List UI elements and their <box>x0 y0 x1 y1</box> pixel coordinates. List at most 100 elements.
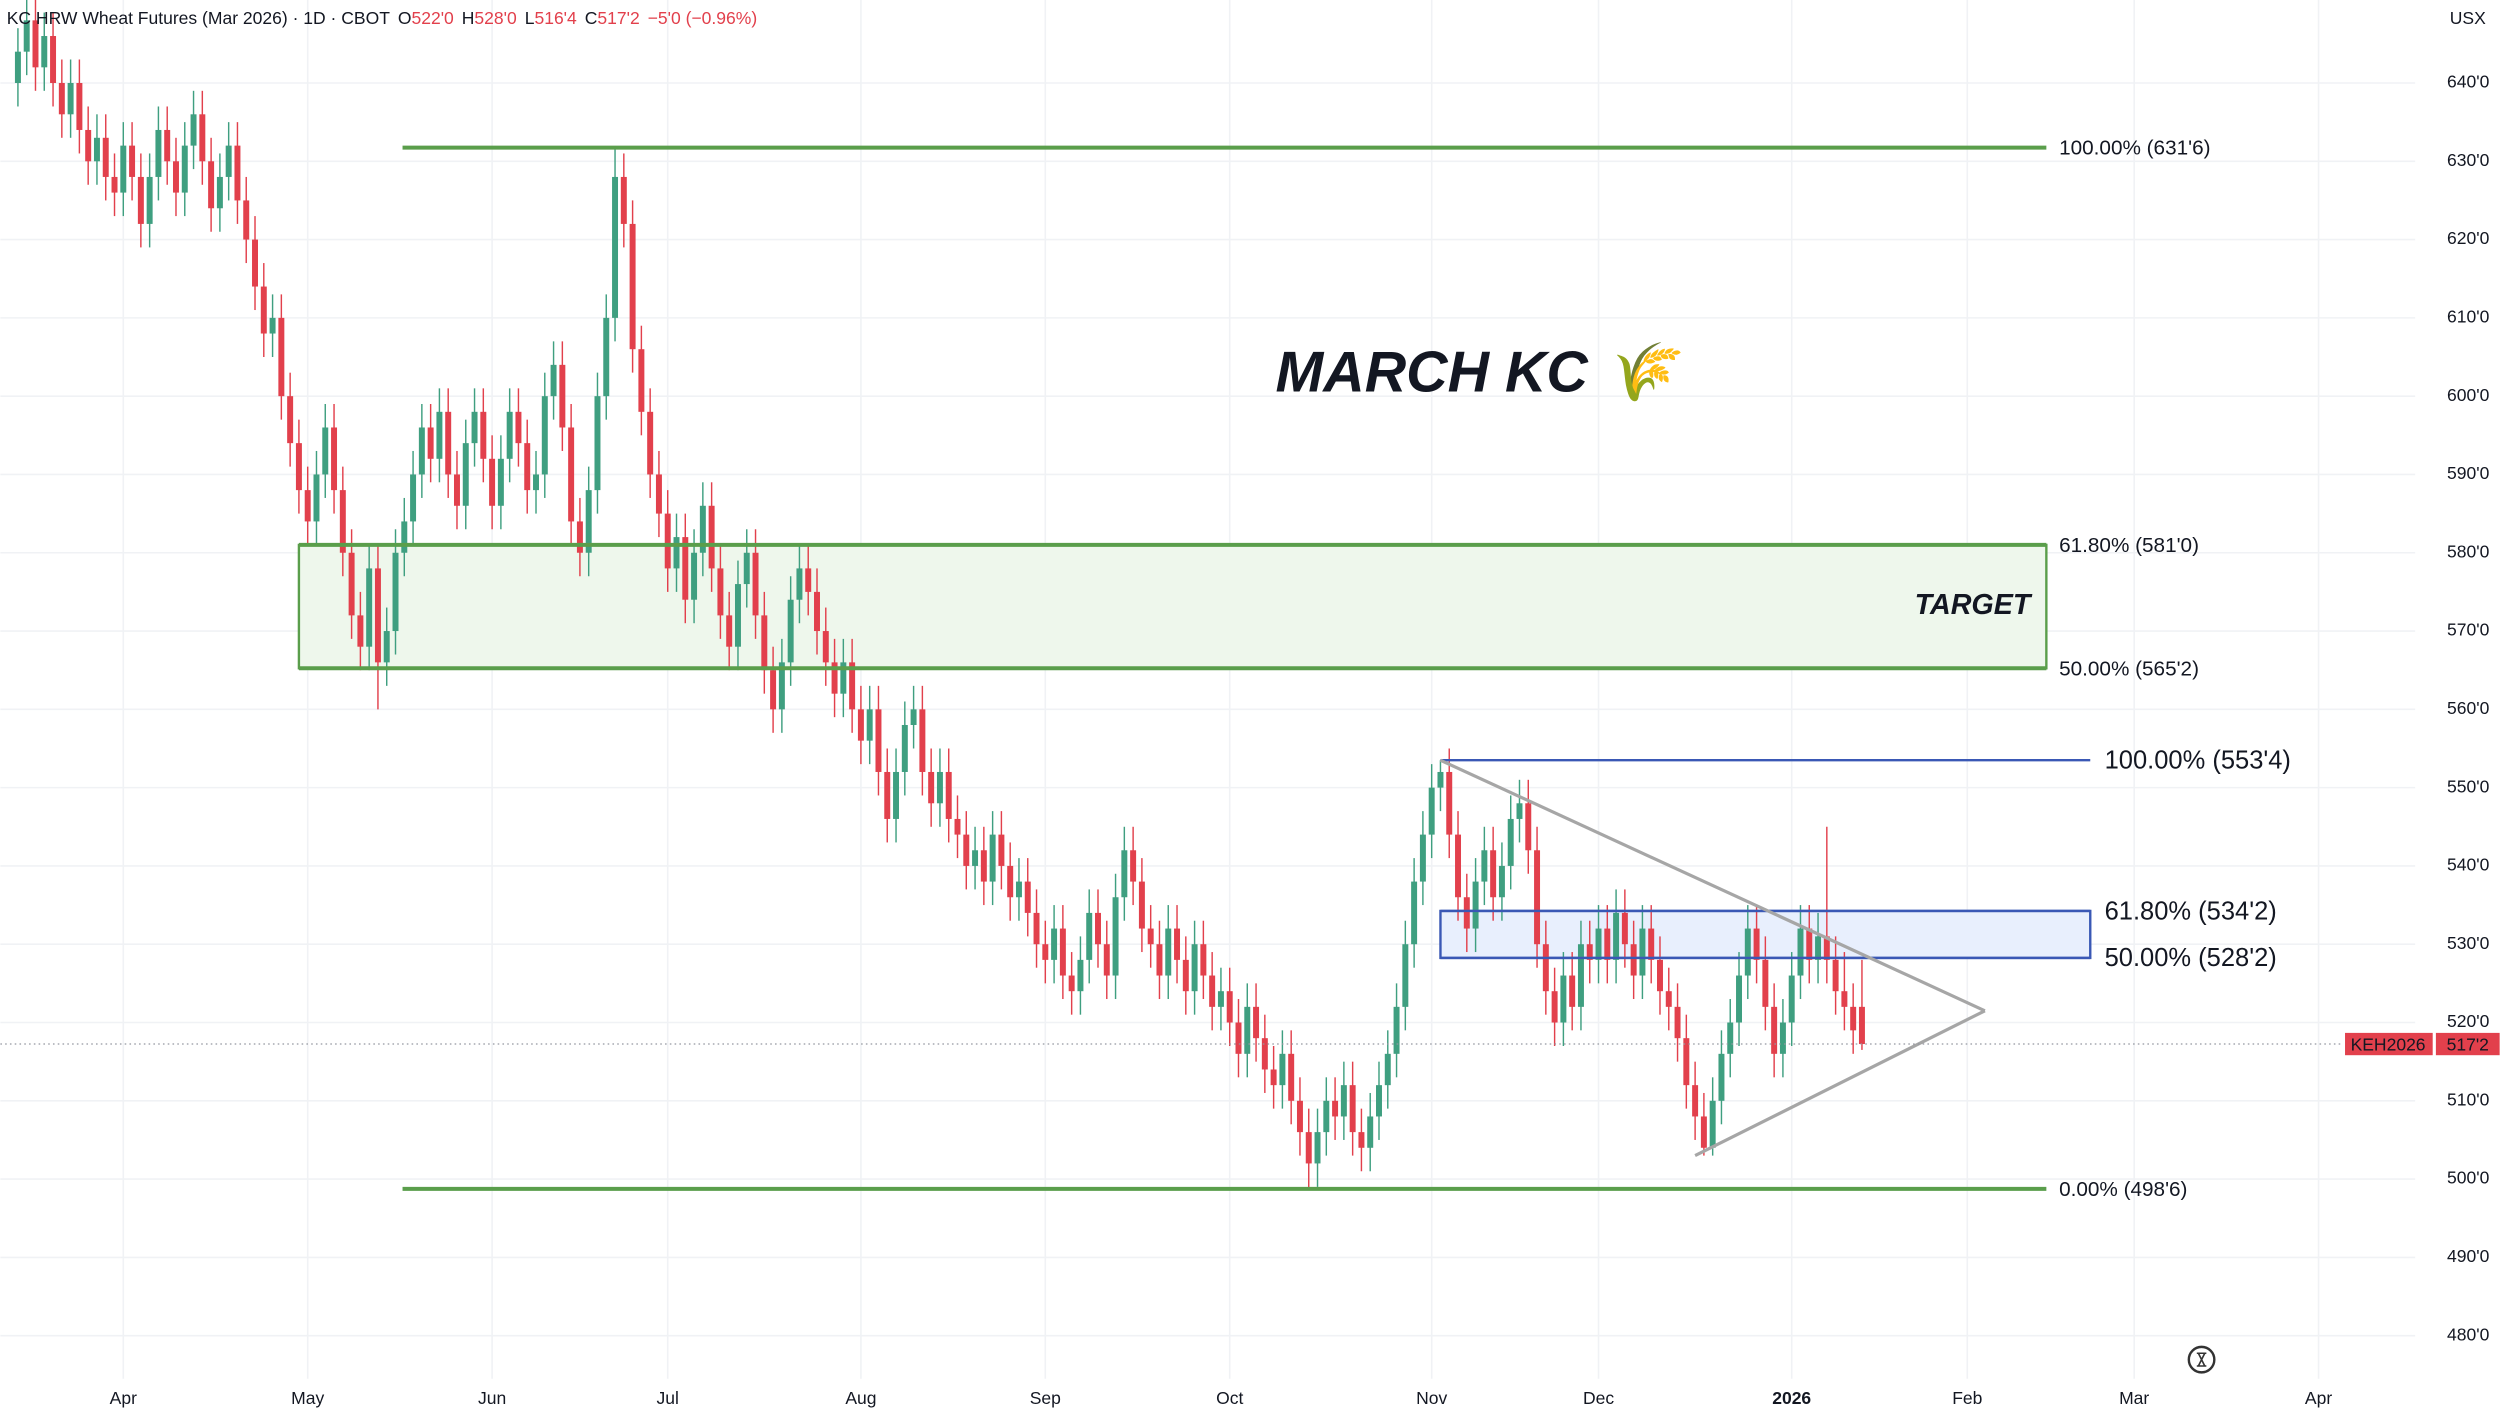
header-value: 517'2 <box>597 8 639 28</box>
candle-body <box>1244 1006 1251 1054</box>
candle-body <box>1463 897 1470 929</box>
y-tick-label: 620'0 <box>2447 228 2490 248</box>
candle-body <box>1534 850 1541 945</box>
candle-body <box>1815 936 1822 960</box>
candle-body <box>893 771 900 819</box>
candle-body <box>866 709 873 741</box>
clock-glyph <box>2196 1352 2207 1367</box>
candle-body <box>1340 1085 1347 1117</box>
candle-body <box>1858 1006 1865 1045</box>
candle-body <box>1209 975 1216 1007</box>
candle-body <box>945 771 952 819</box>
candle-body <box>155 129 162 177</box>
candle-body <box>594 396 601 491</box>
candle-body <box>269 317 276 334</box>
candle-body <box>480 411 487 459</box>
candle-body <box>1542 944 1549 992</box>
candle-body <box>612 176 619 318</box>
candle-body <box>234 145 241 201</box>
candle-body <box>32 20 39 68</box>
y-tick-label: 510'0 <box>2447 1089 2490 1109</box>
candle-body <box>1007 865 1014 898</box>
x-tick-label: Apr <box>110 1388 137 1408</box>
candle-body <box>1788 975 1795 1023</box>
candle-body <box>849 662 856 710</box>
y-tick-label: 500'0 <box>2447 1168 2490 1188</box>
candle-body <box>506 411 513 459</box>
candle-body <box>1165 928 1172 976</box>
x-tick-label: Apr <box>2305 1388 2332 1408</box>
candle-body <box>1332 1100 1339 1117</box>
candle-body <box>1841 991 1848 1007</box>
chart-title: MARCH KC 🌾 <box>1276 340 1685 404</box>
candle-body <box>787 599 794 663</box>
candle-body <box>1832 959 1839 992</box>
candle-body <box>260 286 267 334</box>
candle-body <box>181 145 188 193</box>
candle-body <box>1147 928 1154 945</box>
candle-body <box>14 51 21 83</box>
candle-body <box>717 568 724 616</box>
candle-body <box>295 443 302 491</box>
candle-body <box>963 834 970 866</box>
candle-body <box>1621 912 1628 945</box>
candle-body <box>339 490 346 553</box>
candle-body <box>699 505 706 553</box>
candle-body <box>1279 1053 1286 1086</box>
candle-body <box>1683 1038 1690 1086</box>
candle-body <box>1718 1053 1725 1101</box>
candle-body <box>585 490 592 553</box>
candle-body <box>1138 881 1145 929</box>
candle-body <box>1744 928 1751 976</box>
candle-body <box>761 615 768 671</box>
candle-body <box>1569 975 1576 1007</box>
candle-body <box>410 474 417 522</box>
candle-body <box>1296 1100 1303 1133</box>
candle-body <box>1191 944 1198 992</box>
candle-body <box>120 145 127 193</box>
candle-body <box>383 631 390 663</box>
header-symbol: KC HRW Wheat Futures (Mar 2026) · 1D · C… <box>7 8 390 28</box>
candle-body <box>1015 881 1022 898</box>
candle-body <box>524 443 531 491</box>
candle-body <box>278 317 285 397</box>
candle-body <box>129 145 136 177</box>
candle-body <box>576 521 583 553</box>
candle-body <box>708 505 715 569</box>
candle-body <box>1762 959 1769 1007</box>
candle-body <box>445 411 452 475</box>
candle-body <box>1288 1053 1295 1101</box>
candle-body <box>840 662 847 694</box>
candle-body <box>1042 944 1049 960</box>
candle-body <box>1270 1069 1277 1086</box>
candle-body <box>1235 1022 1242 1054</box>
fib-label: 61.80% (534'2) <box>2105 897 2277 925</box>
candle-body <box>1577 944 1584 1007</box>
candle-body <box>1648 928 1655 960</box>
candle-body <box>1156 944 1163 976</box>
candle-body <box>1446 771 1453 835</box>
y-tick-label: 560'0 <box>2447 698 2490 718</box>
candle-body <box>190 114 197 146</box>
candle-body <box>392 552 399 632</box>
candle-body <box>1507 818 1514 866</box>
candle-body <box>436 411 443 459</box>
x-tick-label: Mar <box>2119 1388 2149 1408</box>
zones <box>297 543 2092 960</box>
candle-body <box>67 82 74 115</box>
y-tick-label: 480'0 <box>2447 1324 2490 1344</box>
zone <box>297 543 2048 670</box>
candle-body <box>1384 1053 1391 1086</box>
candle-body <box>814 591 820 632</box>
candle-body <box>954 818 961 835</box>
candle-body <box>726 615 733 647</box>
candle-body <box>225 145 232 177</box>
y-tick-label: 630'0 <box>2447 150 2490 170</box>
candle-body <box>1174 928 1181 960</box>
candle-body <box>208 161 215 209</box>
candle-body <box>1490 850 1497 898</box>
candle-body <box>989 834 996 882</box>
candle-body <box>796 568 803 600</box>
candle-body <box>1630 944 1637 976</box>
candle-body <box>980 850 987 882</box>
